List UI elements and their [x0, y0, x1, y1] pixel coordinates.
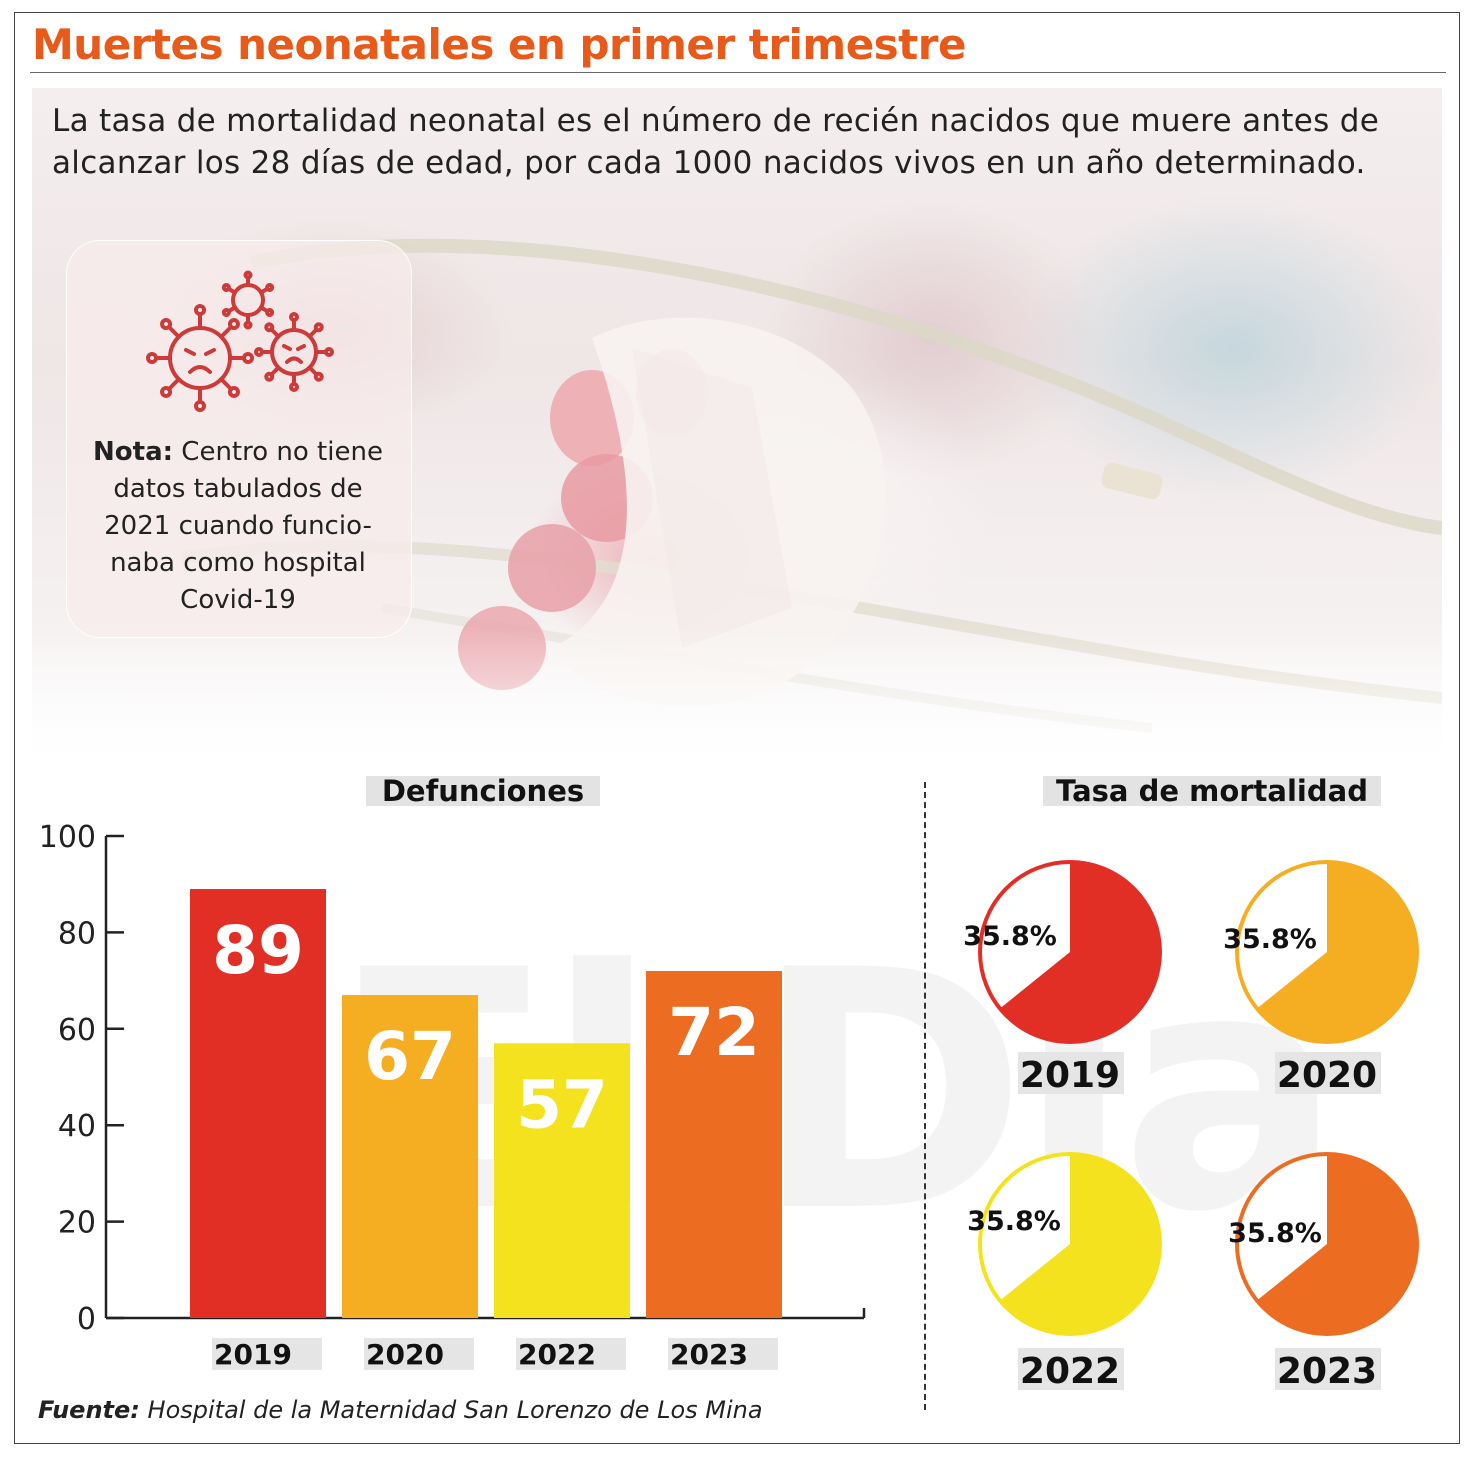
page-title: Muertes neonatales en primer trimestre: [32, 20, 966, 69]
x-tick-label: 2022: [518, 1338, 596, 1371]
source-footer: Fuente: Hospital de la Maternidad San Lo…: [38, 1396, 763, 1424]
x-tick-label: 2023: [670, 1338, 748, 1371]
intro-text: La tasa de mortalidad neonatal es el núm…: [52, 100, 1432, 184]
pie-percent-label: 35.8%: [967, 1206, 1061, 1237]
pie-year-label: 2023: [1277, 1351, 1377, 1392]
pie-slice-2020: [1256, 862, 1417, 1042]
y-tick-label: 20: [58, 1206, 96, 1241]
pie-slice-2019: [999, 862, 1160, 1042]
section-divider: [924, 782, 926, 1410]
title-divider: [30, 72, 1446, 73]
y-tick-label: 0: [77, 1302, 96, 1337]
bar-value-label: 89: [212, 912, 304, 989]
pie-charts: 35.8% 2019 35.8% 2020 35.8% 2022 35.8% 2023: [963, 860, 1419, 1392]
source-text: Hospital de la Maternidad San Lorenzo de…: [139, 1396, 763, 1424]
bar-value-label: 72: [668, 994, 760, 1071]
year-label-background: [1275, 1348, 1381, 1390]
x-label-background: [516, 1338, 626, 1370]
pie-year-label: 2019: [1020, 1055, 1120, 1096]
intro-line-2: alcanzar los 28 días de edad, por cada 1…: [52, 145, 1366, 181]
note-line-5: Covid-19: [180, 585, 296, 615]
y-tick-label: 60: [58, 1013, 96, 1048]
bar-2019: [190, 889, 326, 1318]
pie-slice-2023: [1256, 1154, 1417, 1334]
virus-icon: [146, 270, 334, 412]
note-text: Nota: Centro no tiene datos tabulados de…: [80, 434, 396, 619]
pie-year-label: 2020: [1277, 1055, 1377, 1096]
x-label-background: [668, 1338, 778, 1370]
y-tick-label: 40: [58, 1109, 96, 1144]
bar-value-label: 57: [516, 1066, 608, 1143]
note-line-1: Centro no tiene: [173, 437, 383, 467]
pie-percent-label: 35.8%: [1223, 924, 1317, 955]
note-label: Nota:: [93, 437, 174, 467]
x-label-background: [364, 1338, 474, 1370]
pie-year-label: 2022: [1020, 1351, 1120, 1392]
bar-chart-title: Defunciones: [366, 776, 600, 806]
year-label-background: [1018, 1052, 1124, 1094]
note-line-3: 2021 cuando funcio-: [104, 511, 372, 541]
x-tick-label: 2019: [214, 1338, 292, 1371]
pie-percent-label: 35.8%: [1228, 1218, 1322, 1249]
hero-fade: [32, 628, 1442, 778]
bar-2020: [342, 995, 478, 1318]
note-line-4: naba como hospital: [110, 548, 366, 578]
note-box: [66, 240, 412, 638]
x-label-background: [212, 1338, 322, 1370]
year-label-background: [1018, 1348, 1124, 1390]
source-label: Fuente:: [38, 1396, 140, 1424]
bar-2022: [494, 1043, 630, 1318]
intro-line-1: La tasa de mortalidad neonatal es el núm…: [52, 103, 1380, 139]
pie-percent-label: 35.8%: [963, 921, 1057, 952]
note-line-2: datos tabulados de: [113, 474, 363, 504]
bar-chart: 0 20 40 60 80 100 89 2019 67 2020 57 2022 72 2023: [39, 820, 866, 1371]
bar-2023: [646, 970, 782, 1318]
bar-value-label: 67: [364, 1018, 456, 1095]
pie-chart-title: Tasa de mortalidad: [1043, 776, 1381, 806]
pie-slice-2022: [999, 1154, 1160, 1334]
x-tick-label: 2020: [366, 1338, 444, 1371]
y-tick-label: 80: [58, 916, 96, 951]
y-tick-label: 100: [39, 820, 96, 855]
year-label-background: [1275, 1052, 1381, 1094]
